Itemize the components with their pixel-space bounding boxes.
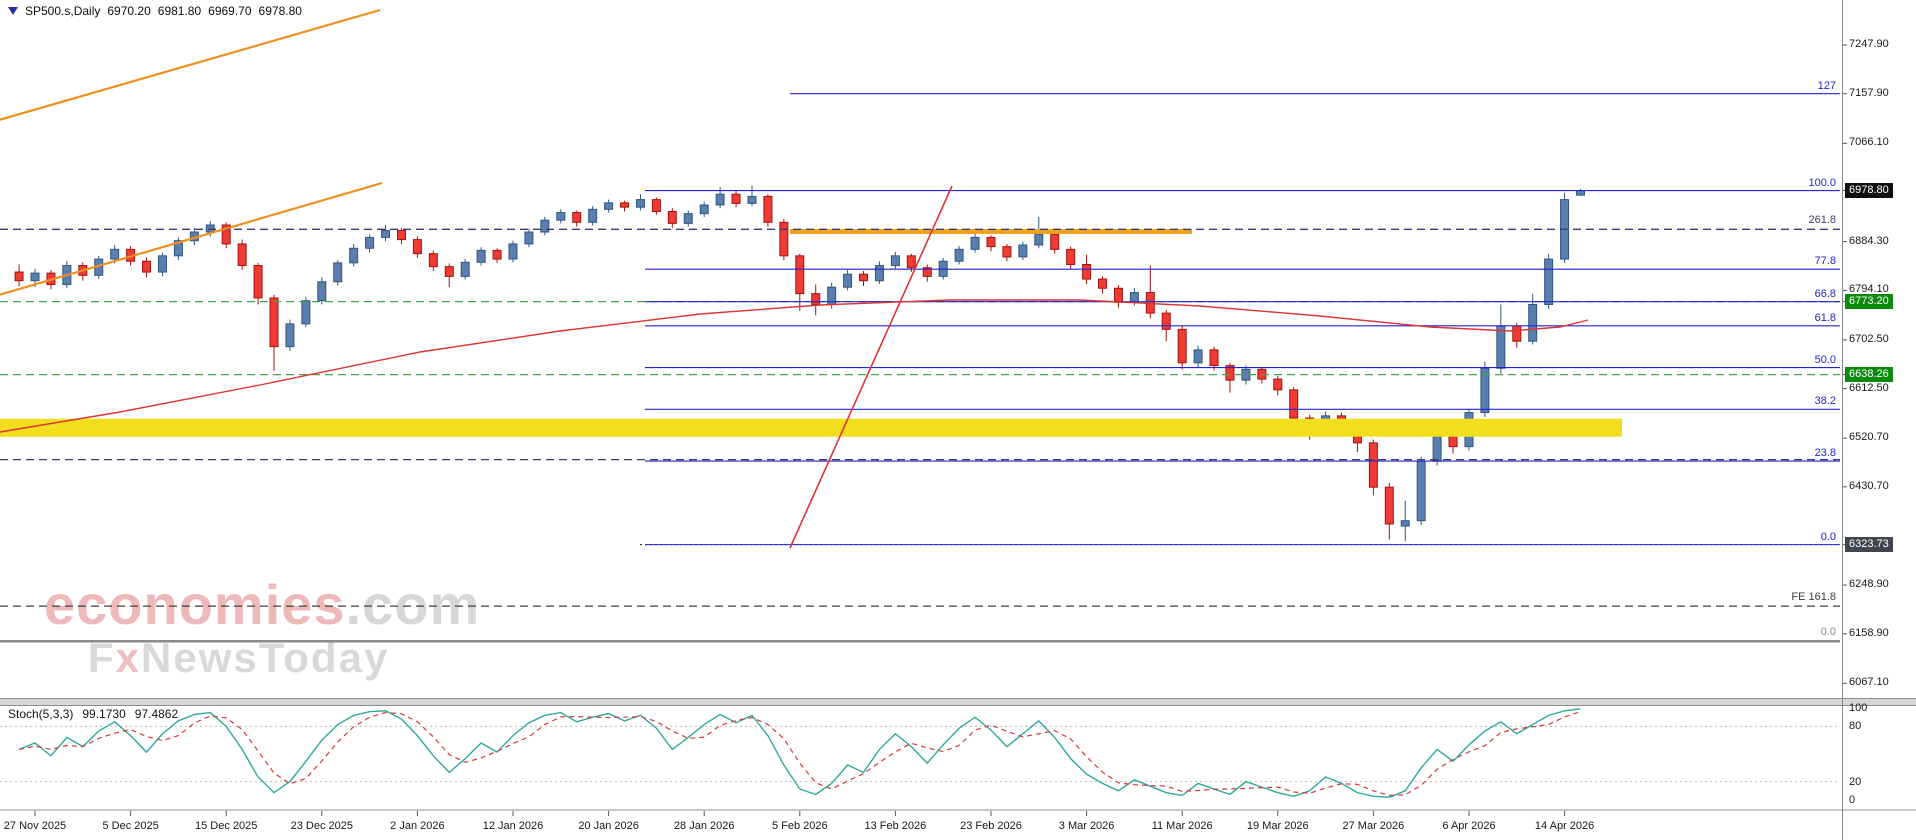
trendlines [0,8,953,549]
level-label: 261.8 [1808,214,1836,227]
date-axis-label: 23 Dec 2025 [290,820,353,832]
date-axis-label: 19 Mar 2026 [1246,820,1309,832]
fib-level-label: 0.0 [1820,530,1836,543]
fib-level-label: 50.0 [1814,353,1836,366]
watermark-brand: economies [44,573,346,636]
orange-channel-upper [0,8,381,121]
ohlc-low: 6969.70 [208,4,252,18]
date-axis-label: 23 Feb 2026 [960,820,1022,832]
date-axis-label: 11 Mar 2026 [1151,820,1213,832]
date-axis-label: 2 Jan 2026 [390,820,445,832]
fib-level-label: 100.0 [1808,176,1836,189]
date-axis-label: 5 Feb 2026 [771,820,828,832]
date-axis-label: 12 Jan 2026 [482,820,544,832]
date-axis-label: 5 Dec 2025 [102,820,159,832]
yellow-support-zone [0,418,1622,437]
stochastic-name: Stoch(5,3,3) [8,707,74,721]
stochastic-panel [0,708,1916,811]
price-axis-label: 6430.70 [1849,479,1889,492]
watermark-tagline-x: x [115,634,142,682]
dark-level-price-low: 6323.73 [1845,536,1893,552]
stochastic-indicator-label: Stoch(5,3,3) 99.1730 97.4862 [8,707,178,721]
date-axis-label: 3 Mar 2026 [1058,820,1115,832]
price-axis-label: 6158.90 [1849,626,1889,639]
fibonacci-lines [645,93,1840,546]
price-axis-separator [1842,0,1843,840]
stoch-axis-label: 80 [1849,720,1862,733]
stochastic-signal-line [18,711,1581,797]
ohlc-close: 6978.80 [258,4,302,18]
date-axis-label: 27 Nov 2025 [3,820,67,832]
highlight-zones [0,228,1622,437]
date-axis-label: 6 Apr 2026 [1442,820,1496,832]
date-axis-label: 20 Jan 2026 [578,820,639,832]
date-axis-label: 15 Dec 2025 [194,820,258,832]
red-steep-trendline [789,185,953,549]
price-axis-label: 7247.90 [1849,38,1889,51]
ohlc-open: 6970.20 [107,4,151,18]
orange-resistance-zone [790,228,1192,234]
price-axis-label: 6702.50 [1849,332,1889,345]
watermark-tagline-prefix: F [88,634,116,682]
price-axis-label: 7157.90 [1849,86,1889,99]
panel-divider[interactable] [0,698,1916,706]
level-label: 0.0 [1820,626,1836,639]
watermark: economies.com FxNewsToday [44,576,480,680]
price-axis-label: 6884.30 [1849,234,1889,247]
fib-level-label: 127 [1817,79,1836,92]
price-axis-label: 7066.10 [1849,136,1889,149]
date-axis-label: 27 Mar 2026 [1342,820,1405,832]
stochastic-main-line [18,708,1581,798]
fib-level-label: 61.8 [1814,311,1836,324]
orange-channel-lower [0,181,383,296]
green-level-price-mid: 6638.26 [1845,366,1893,382]
stochastic-signal-value: 97.4862 [134,707,179,721]
date-axis-label: 14 Apr 2026 [1534,820,1595,832]
watermark-tagline-rest: NewsToday [141,634,390,682]
price-axis-label: 6520.70 [1849,431,1889,444]
stoch-axis-label: 0 [1849,794,1856,806]
price-axis-label: 6067.10 [1849,676,1889,689]
ohlc-high: 6981.80 [157,4,202,18]
moving-average-line [0,299,1589,433]
symbol-marker-icon [8,7,18,15]
watermark-tagline: FxNewsToday [88,634,480,682]
price-axis-label: 6794.10 [1849,283,1889,296]
date-axis-label: 13 Feb 2026 [864,820,927,832]
date-axis-label: 28 Jan 2026 [673,820,735,832]
symbol-name: SP500.s,Daily [25,4,101,18]
watermark-brand-line: economies.com [44,576,480,633]
chart-symbol-info: SP500.s,Daily 6970.20 6981.80 6969.70 69… [8,4,302,18]
watermark-domain-suffix: .com [345,573,481,636]
stoch-axis-label: 100 [1849,702,1868,714]
candlestick-series [14,185,1586,542]
fib-level-label: 38.2 [1814,395,1836,408]
level-label: FE 161.8 [1791,591,1836,604]
stoch-axis-label: 20 [1849,775,1862,788]
green-level-price-upper: 6773.20 [1845,293,1893,309]
fib-level-label: 66.8 [1814,287,1836,300]
price-axis-label: 6612.50 [1849,381,1889,394]
fib-level-label: 23.8 [1814,447,1836,460]
fib-level-label: 77.8 [1814,255,1836,268]
current-price-label: 6978.80 [1845,182,1893,198]
stochastic-main-value: 99.1730 [82,707,126,721]
price-axis-label: 6248.90 [1849,578,1889,591]
